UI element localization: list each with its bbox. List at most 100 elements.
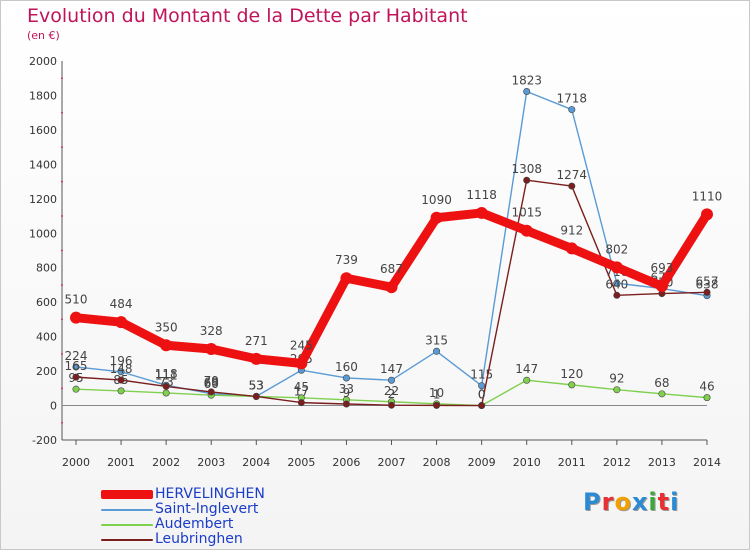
legend-label: Audembert [155, 516, 234, 532]
data-label: 147 [380, 362, 403, 376]
data-label: 22 [384, 384, 399, 398]
data-point [250, 352, 263, 365]
data-point [117, 387, 125, 395]
data-point [568, 106, 576, 114]
data-label: 53 [249, 378, 264, 392]
legend-swatch [101, 539, 153, 541]
data-point [160, 339, 173, 352]
x-tick-label: 2008 [423, 456, 451, 469]
data-point [387, 401, 395, 409]
data-point [297, 399, 305, 407]
data-point [478, 402, 486, 410]
legend-label: Saint-Inglevert [155, 501, 259, 517]
data-label: 53 [249, 378, 264, 392]
x-tick-label: 2005 [287, 456, 315, 469]
data-point [475, 206, 488, 219]
data-label: 802 [605, 242, 628, 256]
data-label: 1823 [511, 73, 542, 87]
data-point [342, 374, 350, 382]
data-point [70, 311, 82, 324]
logo-letter: r [601, 488, 615, 516]
logo-letter: t [657, 488, 671, 516]
chart-subtitle: (en €) [27, 29, 60, 42]
data-point [703, 394, 711, 402]
x-tick-label: 2014 [693, 456, 721, 469]
y-minor-tick [61, 215, 63, 218]
data-point [565, 242, 578, 255]
y-tick-label: -200 [32, 434, 57, 447]
data-label: 484 [110, 297, 133, 311]
data-point [340, 272, 353, 285]
y-minor-tick [61, 318, 63, 321]
x-tick-label: 2012 [603, 456, 631, 469]
data-label: 68 [654, 376, 669, 390]
x-tick-label: 2002 [152, 456, 180, 469]
y-minor-tick [61, 180, 63, 183]
data-label: 46 [699, 380, 714, 394]
data-label: 17 [294, 385, 309, 399]
data-point [523, 87, 531, 95]
data-point [115, 316, 128, 329]
data-label: 148 [110, 362, 133, 376]
data-label: 115 [470, 368, 493, 382]
data-label: 118 [155, 367, 178, 381]
data-label: 92 [609, 372, 624, 386]
y-tick-label: 400 [36, 331, 57, 344]
legend-swatch [101, 509, 153, 511]
data-label: 315 [425, 333, 448, 347]
data-label: 10 [429, 386, 444, 400]
data-point [613, 291, 621, 299]
data-label: 60 [204, 377, 219, 391]
data-point [205, 343, 218, 356]
data-label: 79 [204, 374, 219, 388]
data-label: 350 [155, 320, 178, 334]
y-tick-label: 1000 [29, 227, 57, 240]
x-tick-label: 2004 [242, 456, 270, 469]
data-point [387, 376, 395, 384]
logo-letter: o [614, 488, 632, 516]
x-tick-label: 2010 [513, 456, 541, 469]
y-tick-label: 800 [36, 262, 57, 275]
x-tick-label: 2001 [107, 456, 135, 469]
y-tick-label: 0 [50, 400, 57, 413]
data-point [295, 357, 308, 370]
y-tick-label: 1800 [29, 89, 57, 102]
data-point [72, 363, 80, 371]
data-point [342, 400, 350, 408]
data-label: 1308 [511, 162, 542, 176]
data-point [72, 385, 80, 393]
y-minor-tick [61, 146, 63, 149]
logo-letter: P [583, 488, 602, 516]
data-label: 271 [245, 334, 268, 348]
proxiti-logo: Proxiti [583, 488, 679, 516]
legend-swatch [101, 490, 153, 499]
data-label: 693 [650, 261, 673, 275]
data-label: 1110 [692, 189, 723, 203]
data-label: 165 [65, 359, 88, 373]
data-label: 45 [294, 380, 309, 394]
data-point [117, 376, 125, 384]
data-point [162, 382, 170, 390]
y-minor-tick [61, 111, 63, 114]
data-label: 245 [290, 338, 313, 352]
data-point [655, 280, 668, 293]
data-label: 9 [343, 386, 351, 400]
data-point [568, 381, 576, 389]
data-label: 687 [380, 262, 403, 276]
data-label: 147 [515, 362, 538, 376]
logo-letter: x [631, 488, 649, 516]
x-tick-label: 2007 [378, 456, 406, 469]
data-label: 1118 [466, 188, 497, 202]
x-tick-label: 2000 [62, 456, 90, 469]
data-point [430, 211, 443, 224]
x-tick-label: 2009 [468, 456, 496, 469]
data-point [385, 281, 398, 294]
data-label: 1090 [421, 193, 452, 207]
data-label: 69 [204, 376, 219, 390]
data-label: 53 [249, 378, 264, 392]
y-minor-tick [61, 421, 63, 424]
data-label: 739 [335, 253, 358, 267]
legend-swatch [101, 524, 153, 526]
